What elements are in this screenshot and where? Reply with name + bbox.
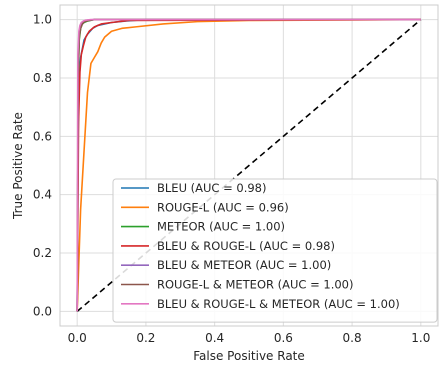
y-tick-label: 0.4 — [33, 188, 52, 202]
legend-entry-label: BLEU & METEOR (AUC = 1.00) — [157, 258, 331, 272]
y-axis-label: True Positive Rate — [11, 112, 25, 220]
roc-curve-series-1 — [76, 18, 421, 312]
legend-entry-label: BLEU & ROUGE-L (AUC = 0.98) — [157, 239, 335, 253]
x-tick-label: 0.6 — [274, 331, 293, 345]
x-tick-label: 0.2 — [136, 331, 155, 345]
legend-entry-label: ROUGE-L (AUC = 0.96) — [157, 200, 289, 214]
legend: BLEU (AUC = 0.98) ROUGE-L (AUC = 0.96) MET… — [112, 178, 438, 323]
legend-entry-label: BLEU & ROUGE-L & METEOR (AUC = 1.00) — [157, 297, 400, 311]
x-axis-label: False Positive Rate — [193, 349, 305, 363]
roc-curve-series-6 — [76, 18, 421, 312]
y-tick-label: 0.6 — [33, 129, 52, 143]
y-tick-label: 0.2 — [33, 246, 52, 260]
x-tick-label: 1.0 — [411, 331, 430, 345]
x-tick-label: 0.4 — [205, 331, 224, 345]
legend-entry-label: ROUGE-L & METEOR (AUC = 1.00) — [157, 278, 354, 292]
y-tick-label: 1.0 — [33, 13, 52, 27]
plot-frame — [59, 4, 439, 327]
legend-box — [112, 178, 438, 323]
x-tick-label: 0.8 — [343, 331, 362, 345]
roc-curve-series-3 — [76, 18, 421, 312]
tick-labels: 0.0 0.2 0.4 0.6 0.8 1.0 0.0 0.2 0.4 0.6 0.8 1.0 — [33, 13, 430, 345]
y-tick-label: 0.0 — [33, 304, 52, 318]
legend-entry-label: METEOR (AUC = 1.00) — [157, 220, 285, 234]
x-tick-label: 0.0 — [68, 331, 87, 345]
y-tick-label: 0.8 — [33, 71, 52, 85]
legend-entry-label: BLEU (AUC = 0.98) — [157, 181, 266, 195]
